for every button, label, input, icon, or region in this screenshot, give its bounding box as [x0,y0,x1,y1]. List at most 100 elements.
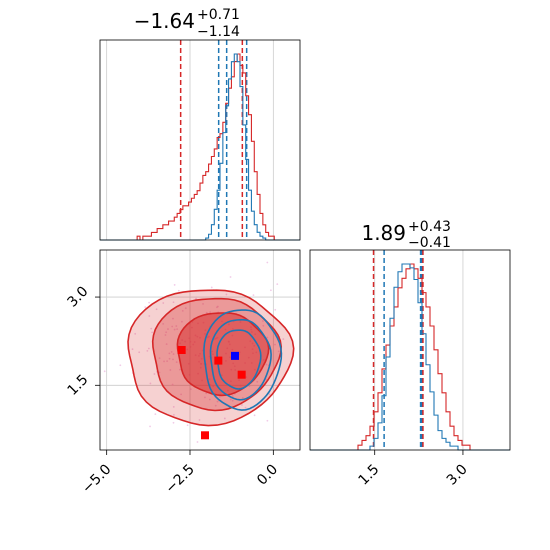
scatter-point [214,404,217,407]
histogram-red [100,53,300,241]
scatter-point [148,315,151,317]
grid-lines [106,40,274,240]
scatter-point [216,400,219,403]
marker-red [177,346,186,354]
scatter-point [282,338,285,340]
scatter-point [154,413,157,416]
scatter-point [248,385,251,388]
scatter-point [172,317,174,320]
scatter-point [269,289,272,292]
scatter-point [231,395,234,397]
scatter-point [138,351,141,354]
scatter-point [162,302,165,304]
scatter-point [265,363,268,366]
scatter-point [165,331,168,334]
scatter-point [198,419,201,421]
scatter-point [274,308,277,311]
scatter-point [177,289,180,292]
scatter-point [149,425,151,428]
title-lower: −0.41 [408,235,451,251]
y-ticks: 1.5 3.0 [64,284,100,399]
scatter-point [144,306,147,309]
x-ticks: 1.5 3.0 [355,450,471,489]
panel-frame [99,39,301,241]
scatter-point [216,306,218,309]
quantile-lines [179,40,248,240]
scatter-point [268,393,271,396]
grid-lines [374,250,464,450]
scatter-point [170,351,173,353]
marker-red [237,370,246,379]
title-median: −1.64 [134,9,195,33]
joint-panel: −5.0 −2.5 0.0 1.5 3.0 [64,249,301,497]
scatter-point [189,388,192,391]
scatter-point [176,328,179,331]
scatter-point [202,303,204,305]
scatter-point [175,325,178,327]
scatter-point [244,406,247,409]
scatter-point [262,320,264,322]
scatter-point [195,297,197,300]
scatter-point [209,311,212,314]
scatter-point [173,328,176,331]
scatter-point [231,399,234,402]
scatter-point [171,325,174,328]
marker-red [201,431,209,440]
x-ticks: −5.0 −2.5 0.0 [79,450,281,497]
panel-frame [99,249,301,451]
scatter-point [172,353,175,355]
title-upper: +0.71 [197,7,240,23]
scatter-point [204,396,206,399]
scatter-point [266,261,269,264]
tick-label: −5.0 [79,462,114,497]
scatter-point [164,334,167,336]
scatter-point [168,357,171,360]
title-lower: −1.14 [197,24,240,40]
scatter-point [171,383,174,386]
scatter-point [205,311,208,314]
scatter-point [225,293,228,296]
scatter-point [172,301,175,304]
title-median: 1.89 [361,221,406,245]
scatter-point [119,364,122,367]
scatter-point [172,421,175,424]
scatter-point [229,276,232,278]
scatter-point [150,327,153,330]
truth-markers [177,346,246,440]
scatter-point [253,414,256,417]
scatter-point [151,331,154,334]
scatter-point [241,404,243,406]
histogram-blue [100,53,300,241]
scatter-point [148,301,151,304]
scatter-point [172,405,175,408]
scatter-point [131,348,134,351]
scatter-point [196,441,199,443]
title-upper: +0.43 [408,219,451,235]
scatter-point [184,307,187,310]
scatter-point [172,358,174,361]
scatter-point [163,360,165,363]
scatter-point [175,361,178,364]
hist-panel-p2: 1.5 3.0 1.89 +0.43 −0.41 [309,219,511,489]
marker-red [214,356,223,365]
scatter-point [266,336,269,339]
scatter-point [205,392,208,395]
scatter-point [274,343,276,346]
scatter-point [147,347,150,350]
scatter-point [165,343,168,346]
scatter-point [103,370,106,373]
histogram-blue [310,263,510,451]
scatter-point [262,324,265,327]
scatter-point [166,360,169,363]
scatter-point [181,320,183,323]
contour-blue [203,309,283,411]
scatter-point [266,419,269,422]
tick-label: 1.5 [64,372,91,399]
marker-blue [231,351,239,360]
scatter-point [169,369,172,371]
scatter-point [223,417,226,420]
contour-blue [209,319,272,401]
scatter-point [210,286,213,289]
scatter-point [229,398,232,401]
